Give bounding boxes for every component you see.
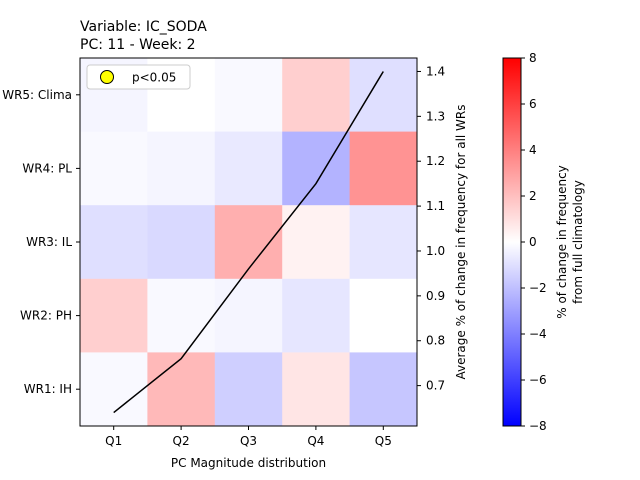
colorbar xyxy=(502,57,522,427)
colorbar-tick-label: −6 xyxy=(529,373,547,387)
right-tick-label: 0.9 xyxy=(426,289,445,303)
y-tick-label: WR4: PL xyxy=(22,161,72,175)
heatmap-cell xyxy=(214,278,283,353)
heatmap-cell xyxy=(214,131,283,206)
chart-title-line2: PC: 11 - Week: 2 xyxy=(80,37,196,53)
heatmap-cell xyxy=(147,205,216,280)
colorbar-tick-label: 0 xyxy=(529,235,537,249)
colorbar-tick-label: 6 xyxy=(529,97,537,111)
heatmap-cell xyxy=(214,352,283,427)
right-axis-label: Average % of change in frequency for all… xyxy=(454,104,468,379)
heatmap-cell xyxy=(282,58,351,133)
colorbar-tick-label: 4 xyxy=(529,143,537,157)
x-axis-ticks: Q1 Q2 Q3 Q4 Q5 xyxy=(105,426,392,448)
colorbar-tick-label: −2 xyxy=(529,281,547,295)
legend-marker xyxy=(100,70,114,84)
x-axis-label: PC Magnitude distribution xyxy=(171,456,326,470)
legend-label: p<0.05 xyxy=(132,71,176,85)
legend: p<0.05 xyxy=(86,64,191,90)
heatmap-cell xyxy=(147,278,216,353)
right-tick-label: 0.8 xyxy=(426,334,445,348)
x-tick-label: Q1 xyxy=(105,434,122,448)
colorbar-ticks: 8 6 4 2 0 −2 −4 −6 −8 xyxy=(521,51,547,433)
right-tick-label: 1.4 xyxy=(426,64,445,78)
colorbar-tick-label: −8 xyxy=(529,419,547,433)
colorbar-tick-label: −4 xyxy=(529,327,547,341)
right-tick-label: 1.2 xyxy=(426,154,445,168)
right-tick-label: 1.1 xyxy=(426,199,445,213)
heatmap-cell xyxy=(282,278,351,353)
right-tick-label: 1.3 xyxy=(426,109,445,123)
heatmap-cell xyxy=(349,278,418,353)
x-tick-label: Q4 xyxy=(307,434,324,448)
heatmap-cell xyxy=(349,131,418,206)
heatmap-cell xyxy=(80,131,148,206)
heatmap-cell xyxy=(80,205,148,280)
heatmap-cell xyxy=(349,352,418,427)
heatmap-cell xyxy=(80,352,148,427)
right-tick-label: 0.7 xyxy=(426,379,445,393)
colorbar-tick-label: 2 xyxy=(529,189,537,203)
heatmap-cell xyxy=(349,58,418,133)
colorbar-tick-label: 8 xyxy=(529,51,537,65)
average-change-line xyxy=(113,71,384,414)
heatmap-cell xyxy=(147,352,216,427)
y-axis-ticks: WR5: Clima WR4: PL WR3: IL WR2: PH WR1: IH xyxy=(2,88,80,396)
x-tick-label: Q3 xyxy=(240,434,257,448)
heatmap-cell xyxy=(80,278,148,353)
y-tick-label: WR2: PH xyxy=(20,309,72,323)
heatmap-cell xyxy=(214,58,283,133)
legend-box xyxy=(86,64,191,90)
x-tick-label: Q5 xyxy=(375,434,392,448)
heatmap-cell xyxy=(282,352,351,427)
heatmap-cell xyxy=(282,131,351,206)
x-tick-label: Q2 xyxy=(173,434,190,448)
right-tick-label: 1.0 xyxy=(426,244,445,258)
y-tick-label: WR3: IL xyxy=(26,235,72,249)
y-tick-label: WR1: IH xyxy=(24,382,72,396)
colorbar-label-line1: % of change in frequency xyxy=(555,165,569,319)
heatmap-cell xyxy=(147,131,216,206)
heatmap-cell xyxy=(349,205,418,280)
heatmap-cells xyxy=(80,58,418,427)
chart-title-line1: Variable: IC_SODA xyxy=(80,19,207,35)
y-tick-label: WR5: Clima xyxy=(2,88,72,102)
colorbar-label-line2: from full climatology xyxy=(571,180,585,304)
right-axis-ticks: 0.7 0.8 0.9 1.0 1.1 1.2 1.3 1.4 xyxy=(417,64,445,393)
heatmap-cell xyxy=(214,205,283,280)
heatmap-cell xyxy=(282,205,351,280)
